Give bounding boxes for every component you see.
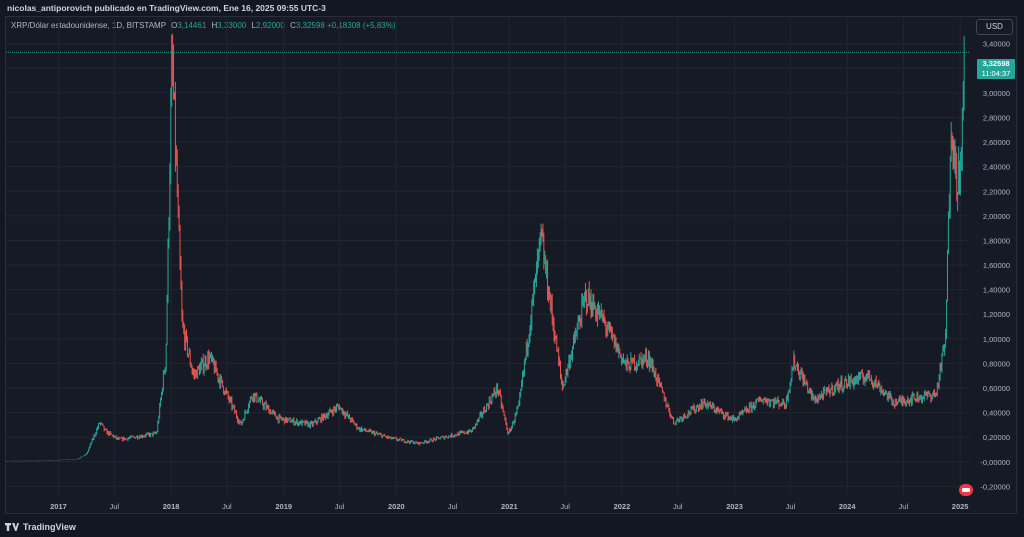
y-tick-label: -0,00000 xyxy=(980,458,1010,467)
y-tick-label: 1,00000 xyxy=(983,335,1010,344)
close-value: 3,32598 xyxy=(295,21,325,30)
time-axis: 2017 Jul 2018 Jul 2019 Jul 2020 Jul 2021 Jul 2022 J… xyxy=(50,502,968,511)
brand-name: TradingView xyxy=(23,522,76,532)
y-tick-label: 0,80000 xyxy=(983,359,1010,368)
x-tick-label: 2017 xyxy=(50,502,67,511)
candle-series xyxy=(5,33,970,462)
low-label: L xyxy=(251,21,256,30)
x-tick-label: 2024 xyxy=(839,502,857,511)
y-tick-label: 0,60000 xyxy=(983,384,1010,393)
x-tick-label: 2025 xyxy=(952,502,969,511)
us-flag-icon[interactable] xyxy=(959,484,973,496)
y-tick-label: 3,00000 xyxy=(983,89,1010,98)
y-tick-label: 1,80000 xyxy=(983,236,1010,245)
x-tick-label: 2020 xyxy=(388,502,405,511)
x-tick-label: 2018 xyxy=(163,502,180,511)
symbol-name: XRP/Dólar estadounidense, 1D, BITSTAMP xyxy=(11,21,166,30)
last-price-value: 3,32598 xyxy=(982,59,1010,68)
high-label: H xyxy=(211,21,218,30)
y-tick-label: 1,60000 xyxy=(983,261,1010,270)
y-tick-label: 2,60000 xyxy=(983,138,1010,147)
x-tick-label: 2019 xyxy=(275,502,292,511)
price-axis: -0,20000 -0,00000 0,20000 0,40000 0,60000 0,8… xyxy=(980,40,1010,492)
publisher-text: nicolas_antiporovich publicado en Tradin… xyxy=(7,3,326,13)
footer-brand[interactable]: TradingView xyxy=(5,520,76,534)
y-tick-label: -0,20000 xyxy=(980,482,1010,491)
currency-button[interactable]: USD xyxy=(976,19,1013,35)
x-tick-label: 2022 xyxy=(614,502,631,511)
x-tick-label: Jul xyxy=(560,502,570,511)
x-tick-label: Jul xyxy=(673,502,683,511)
close-label: C xyxy=(290,21,296,30)
y-tick-label: 2,20000 xyxy=(983,187,1010,196)
x-tick-label: Jul xyxy=(110,502,120,511)
symbol-legend: XRP/Dólar estadounidense, 1D, BITSTAMP O… xyxy=(11,21,396,30)
high-value: 3,33000 xyxy=(217,21,247,30)
x-tick-label: Jul xyxy=(448,502,458,511)
chart-grid xyxy=(6,18,970,495)
x-tick-label: Jul xyxy=(222,502,232,511)
bar-countdown: 11:04:37 xyxy=(981,69,1011,78)
y-tick-label: 1,40000 xyxy=(983,286,1010,295)
y-tick-label: 2,40000 xyxy=(983,163,1010,172)
x-tick-label: Jul xyxy=(899,502,909,511)
y-tick-label: 0,40000 xyxy=(983,409,1010,418)
x-tick-label: Jul xyxy=(786,502,796,511)
y-tick-label: 2,00000 xyxy=(983,212,1010,221)
x-tick-label: 2023 xyxy=(726,502,743,511)
last-price-tag: 3,32598 11:04:37 xyxy=(977,59,1015,79)
open-label: O xyxy=(171,21,178,30)
y-tick-label: 3,40000 xyxy=(983,40,1010,49)
y-tick-label: 1,20000 xyxy=(983,310,1010,319)
y-tick-label: 2,80000 xyxy=(983,113,1010,122)
top-bar: nicolas_antiporovich publicado en Tradin… xyxy=(0,0,1024,16)
low-value: 2,92000 xyxy=(255,21,285,30)
change-value: +0,18308 (+5,83%) xyxy=(327,21,396,30)
tradingview-logo-icon xyxy=(5,523,19,531)
open-value: 3,14461 xyxy=(177,21,207,30)
y-tick-label: 0,20000 xyxy=(983,433,1010,442)
x-tick-label: Jul xyxy=(335,502,345,511)
x-tick-label: 2021 xyxy=(501,502,518,511)
